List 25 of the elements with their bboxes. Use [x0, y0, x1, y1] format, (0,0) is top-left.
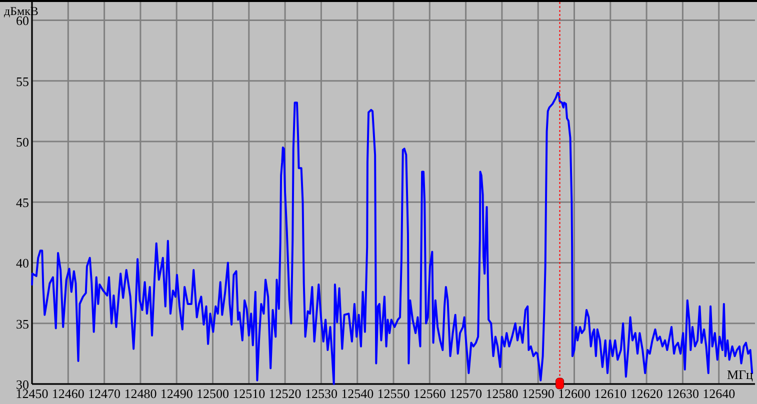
- y-tick-label: 40: [16, 256, 29, 271]
- y-tick-label: 55: [16, 74, 29, 89]
- x-tick-label: 12470: [88, 386, 121, 401]
- x-axis-title: МГц: [726, 367, 754, 382]
- y-tick-label: 45: [16, 195, 29, 210]
- x-tick-label: 12520: [268, 386, 302, 401]
- x-tick-label: 12540: [341, 386, 374, 401]
- x-tick-label: 12500: [196, 386, 229, 401]
- x-tick-label: 12580: [486, 386, 518, 401]
- x-tick-label: 12460: [52, 386, 84, 401]
- x-tick-label: 12530: [304, 386, 338, 401]
- x-tick-label: 12620: [630, 386, 663, 401]
- x-tick-label: 12640: [702, 386, 736, 401]
- x-tick-label: 12630: [666, 386, 699, 401]
- x-tick-label: 12600: [558, 386, 590, 401]
- y-tick-label: 35: [16, 316, 29, 332]
- x-tick-label: 12510: [232, 386, 266, 401]
- y-tick-label: 50: [16, 134, 29, 150]
- x-tick-label: 12480: [124, 386, 157, 401]
- x-tick-label: 12560: [413, 386, 446, 401]
- x-tick-label: 12550: [377, 386, 410, 401]
- x-tick-label: 12490: [160, 386, 193, 401]
- x-tick-label: 12610: [594, 386, 627, 401]
- x-tick-label: 12570: [450, 386, 482, 401]
- x-tick-label: 12590: [522, 386, 554, 401]
